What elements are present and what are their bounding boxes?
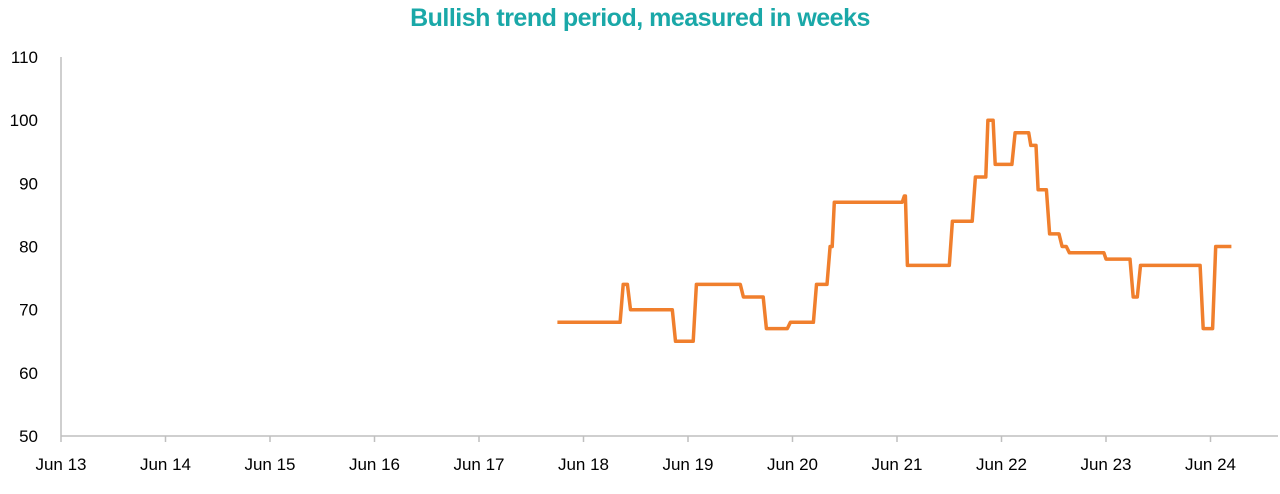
y-tick-label: 90 — [19, 174, 38, 193]
x-tick-label: Jun 19 — [662, 455, 713, 474]
x-tick-label: Jun 14 — [140, 455, 191, 474]
x-tick-label: Jun 22 — [976, 455, 1027, 474]
x-tick-label: Jun 23 — [1080, 455, 1131, 474]
x-tick-label: Jun 16 — [349, 455, 400, 474]
y-tick-label: 80 — [19, 238, 38, 257]
x-tick-label: Jun 17 — [453, 455, 504, 474]
y-tick-label: 70 — [19, 301, 38, 320]
x-tick-label: Jun 15 — [244, 455, 295, 474]
x-axis: Jun 13 Jun 14 Jun 15 Jun 16 Jun 17 Jun 18 Jun … — [35, 435, 1278, 474]
chart-title: Bullish trend period, measured in weeks — [410, 4, 870, 32]
x-tick-label: Jun 21 — [871, 455, 922, 474]
y-tick-label: 100 — [10, 111, 38, 130]
y-tick-label: 60 — [19, 364, 38, 383]
y-tick-label: 50 — [19, 427, 38, 446]
y-tick-label: 110 — [11, 48, 38, 67]
x-tick-label: Jun 24 — [1185, 455, 1236, 474]
x-tick-label: Jun 13 — [35, 455, 86, 474]
y-axis: 50 60 70 80 90 100 110 — [10, 48, 62, 446]
series-line-0 — [557, 118, 1232, 344]
x-tick-label: Jun 20 — [767, 455, 818, 474]
x-tick-label: Jun 18 — [558, 455, 609, 474]
series-group — [557, 118, 1232, 344]
